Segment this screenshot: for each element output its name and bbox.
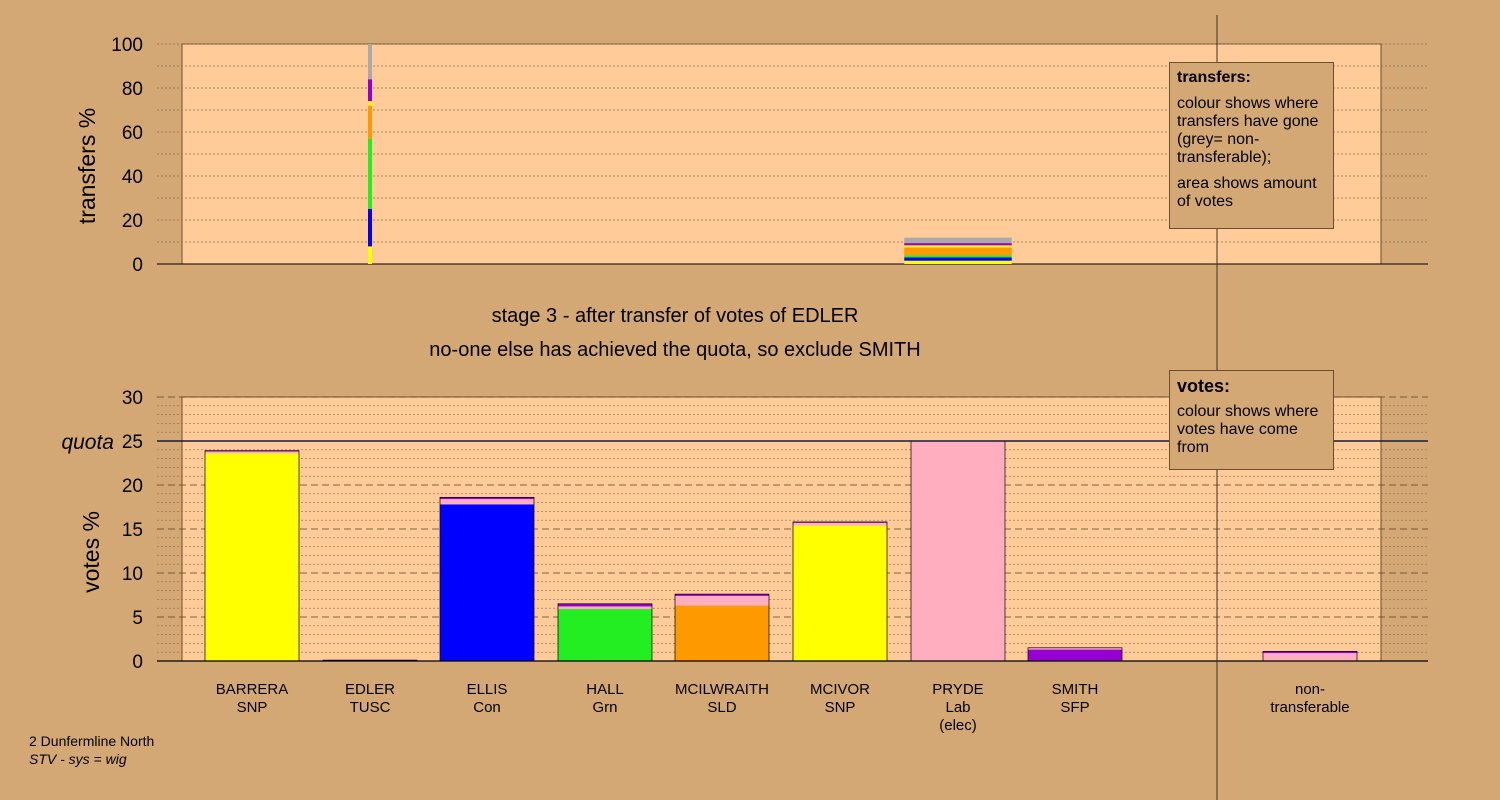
candidate-name: EDLER bbox=[345, 681, 395, 698]
candidate-label: MCILWRAITH SLD bbox=[675, 681, 769, 716]
candidate-label: BARRERA SNP bbox=[216, 681, 289, 716]
transfers-legend-line2: area shows amount of votes bbox=[1177, 175, 1317, 210]
candidate-label: PRYDE Lab (elec) bbox=[932, 681, 983, 734]
vote-segment-barrera bbox=[205, 453, 299, 661]
transfers-tick-label: 0 bbox=[132, 255, 143, 276]
candidate-name: SMITH bbox=[1052, 681, 1099, 698]
vote-segment-mcivor bbox=[793, 522, 887, 526]
stage-caption: stage 3 - after transfer of votes of EDL… bbox=[491, 305, 859, 327]
vote-segment-mcivor bbox=[793, 525, 887, 661]
transfers-legend-line1: colour shows where transfers have gone (… bbox=[1177, 95, 1319, 166]
candidate-party: SLD bbox=[707, 699, 736, 716]
transfer-segment-edler bbox=[368, 246, 372, 264]
candidate-name: MCIVOR bbox=[810, 681, 870, 698]
candidate-label: HALL Grn bbox=[586, 681, 624, 716]
transfers-tick-label: 80 bbox=[122, 79, 143, 100]
vote-segment-mcilwraith bbox=[675, 595, 769, 606]
candidate-name: PRYDE bbox=[932, 681, 983, 698]
transfers-axis-label: transfers % bbox=[74, 108, 100, 224]
candidate-label: EDLER TUSC bbox=[345, 681, 395, 716]
transfers-tick-label: 100 bbox=[111, 35, 143, 56]
votes-legend: votes: colour shows where votes have com… bbox=[1169, 370, 1334, 470]
votes-axis-label: votes % bbox=[78, 511, 104, 593]
transfer-segment-edler bbox=[368, 44, 372, 80]
quota-label: quota bbox=[61, 431, 114, 454]
transfer-segment-edler bbox=[368, 138, 372, 209]
candidate-name: ELLIS bbox=[467, 681, 508, 698]
votes-legend-title: votes: bbox=[1177, 376, 1231, 396]
transfer-segment-pryde bbox=[904, 237, 1012, 244]
candidate-name: BARRERA bbox=[216, 681, 289, 698]
transfers-tick-label: 40 bbox=[122, 167, 143, 188]
candidate-party: SFP bbox=[1060, 699, 1089, 716]
transfer-segment-edler bbox=[368, 101, 372, 106]
candidate-party: Con bbox=[473, 699, 501, 716]
candidate-label: MCIVOR SNP bbox=[810, 681, 870, 716]
vote-segment-hall bbox=[558, 603, 652, 607]
candidate-label: non-transferable bbox=[1270, 681, 1349, 716]
footer: 2 Dunfermline North STV - sys = wig bbox=[29, 732, 154, 768]
vote-segment-non bbox=[1263, 653, 1357, 661]
transfers-legend-title: transfers: bbox=[1177, 69, 1251, 86]
transfers-tick-label: 20 bbox=[122, 211, 143, 232]
vote-segment-barrera bbox=[205, 451, 299, 454]
votes-tick-label: 10 bbox=[122, 564, 143, 585]
votes-tick-label: 15 bbox=[122, 520, 143, 541]
votes-tick-label: 30 bbox=[122, 388, 143, 409]
candidate-name: HALL bbox=[586, 681, 624, 698]
candidate-label: ELLIS Con bbox=[467, 681, 508, 716]
vote-segment-hall bbox=[558, 606, 652, 610]
vote-segment-ellis bbox=[440, 504, 534, 661]
transfer-segment-edler bbox=[368, 79, 372, 102]
candidate-party: TUSC bbox=[350, 699, 391, 716]
candidate-party: Lab bbox=[945, 699, 970, 716]
candidate-name: MCILWRAITH bbox=[675, 681, 769, 698]
votes-tick-label: 5 bbox=[132, 608, 143, 629]
vote-segment-ellis bbox=[440, 499, 534, 505]
candidate-label: SMITH SFP bbox=[1052, 681, 1099, 716]
candidate-name: non- bbox=[1295, 681, 1325, 698]
vote-segment-smith bbox=[1028, 649, 1122, 661]
votes-tick-label: 25 bbox=[122, 432, 143, 453]
votes-tick-label: 0 bbox=[132, 652, 143, 673]
transfers-legend: transfers: colour shows where transfers … bbox=[1169, 62, 1334, 229]
transfer-segment-pryde bbox=[904, 245, 1012, 248]
transfers-tick-label: 60 bbox=[122, 123, 143, 144]
vote-segment-ellis bbox=[440, 497, 534, 500]
action-caption: no-one else has achieved the quota, so e… bbox=[429, 339, 921, 361]
candidate-party: transferable bbox=[1270, 699, 1349, 716]
vote-segment-mcivor bbox=[793, 521, 887, 523]
vote-segment-smith bbox=[1028, 647, 1122, 650]
vote-segment-mcilwraith bbox=[675, 605, 769, 661]
votes-tick-label: 20 bbox=[122, 476, 143, 497]
constituency-label: 2 Dunfermline North bbox=[29, 733, 155, 749]
candidate-party: SNP bbox=[825, 699, 856, 716]
system-label: STV - sys = wig bbox=[29, 751, 127, 767]
transfer-segment-edler bbox=[368, 209, 372, 247]
candidate-party: SNP bbox=[237, 699, 268, 716]
vote-segment-mcilwraith bbox=[675, 594, 769, 596]
candidate-note: (elec) bbox=[939, 717, 977, 734]
vote-segment-non bbox=[1263, 651, 1357, 654]
transfer-segment-edler bbox=[368, 105, 372, 139]
transfer-segment-pryde bbox=[904, 255, 1012, 258]
transfer-segment-pryde bbox=[904, 243, 1012, 246]
transfer-segment-pryde bbox=[904, 257, 1012, 261]
vote-segment-hall bbox=[558, 609, 652, 661]
transfer-segment-pryde bbox=[904, 260, 1012, 264]
votes-legend-line1: colour shows where votes have come from bbox=[1177, 403, 1319, 456]
vote-segment-pryde bbox=[911, 441, 1005, 661]
transfer-segment-pryde bbox=[904, 247, 1012, 256]
candidate-party: Grn bbox=[592, 699, 617, 716]
vote-segment-barrera bbox=[205, 450, 299, 452]
